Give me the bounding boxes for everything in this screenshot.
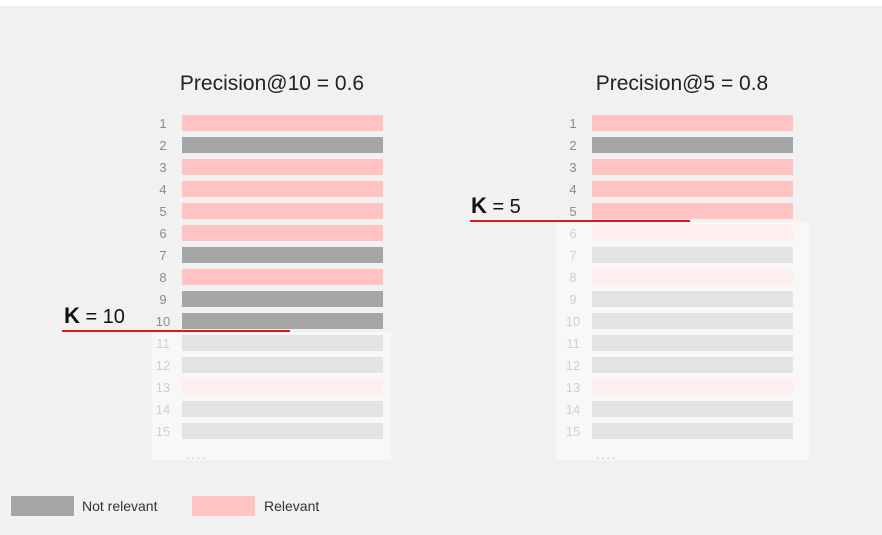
- result-bar-8: [182, 269, 383, 285]
- rank-number-12: 12: [566, 358, 580, 373]
- k-cutoff-label: K = 10: [64, 303, 125, 328]
- rank-number-7: 7: [569, 248, 576, 263]
- panel-title: Precision@5 = 0.8: [596, 72, 769, 95]
- rank-number-4: 4: [159, 182, 166, 197]
- rank-number-2: 2: [569, 138, 576, 153]
- more-results-ellipsis: ....: [186, 448, 207, 462]
- result-bar-3: [592, 159, 793, 175]
- rank-number-6: 6: [569, 226, 576, 241]
- legend-swatch-not-relevant: [11, 496, 74, 516]
- result-bar-1: [592, 115, 793, 131]
- result-bar-13: [592, 379, 793, 395]
- result-bar-4: [182, 181, 383, 197]
- rank-number-4: 4: [569, 182, 576, 197]
- rank-number-6: 6: [159, 226, 166, 241]
- rank-number-8: 8: [159, 270, 166, 285]
- rank-number-10: 10: [566, 314, 580, 329]
- rank-number-3: 3: [159, 160, 166, 175]
- ranking-panel-1: Precision@10 = 0.6123456789101112131415.…: [62, 72, 391, 462]
- k-value: = 10: [80, 306, 125, 328]
- result-bar-9: [182, 291, 383, 307]
- result-bar-4: [592, 181, 793, 197]
- result-bar-10: [182, 313, 383, 329]
- result-bar-1: [182, 115, 383, 131]
- result-bar-15: [182, 423, 383, 439]
- rank-number-2: 2: [159, 138, 166, 153]
- result-bar-7: [592, 247, 793, 263]
- result-bar-14: [592, 401, 793, 417]
- rank-number-11: 11: [566, 336, 580, 351]
- rank-number-1: 1: [569, 116, 576, 131]
- rank-number-13: 13: [566, 380, 580, 395]
- result-bar-13: [182, 379, 383, 395]
- rank-number-9: 9: [159, 292, 166, 307]
- legend-label-not-relevant: Not relevant: [82, 498, 158, 514]
- result-bar-12: [592, 357, 793, 373]
- panels-layer: Precision@10 = 0.6123456789101112131415.…: [62, 72, 809, 462]
- ranking-panel-2: Precision@5 = 0.8123456789101112131415..…: [470, 72, 809, 462]
- result-bar-11: [592, 335, 793, 351]
- rank-number-5: 5: [569, 204, 576, 219]
- result-bar-14: [182, 401, 383, 417]
- k-cutoff-label: K = 5: [471, 193, 521, 218]
- rank-number-15: 15: [566, 424, 580, 439]
- result-bar-5: [182, 203, 383, 219]
- below-cutoff-card: [152, 332, 391, 460]
- rank-number-5: 5: [159, 204, 166, 219]
- legend: Not relevant Relevant: [11, 496, 319, 516]
- rank-number-11: 11: [156, 336, 170, 351]
- result-bar-9: [592, 291, 793, 307]
- result-bar-12: [182, 357, 383, 373]
- result-bar-7: [182, 247, 383, 263]
- panel-title: Precision@10 = 0.6: [180, 72, 364, 95]
- rank-number-8: 8: [569, 270, 576, 285]
- rank-number-14: 14: [566, 402, 580, 417]
- rank-number-1: 1: [159, 116, 166, 131]
- k-value: = 5: [487, 196, 521, 218]
- result-bar-2: [592, 137, 793, 153]
- result-bar-6: [592, 225, 793, 241]
- rank-number-7: 7: [159, 248, 166, 263]
- k-letter: K: [471, 193, 487, 218]
- result-bar-10: [592, 313, 793, 329]
- result-bar-5: [592, 203, 793, 219]
- rank-number-13: 13: [156, 380, 170, 395]
- rank-number-12: 12: [156, 358, 170, 373]
- rank-number-15: 15: [156, 424, 170, 439]
- rank-number-9: 9: [569, 292, 576, 307]
- k-letter: K: [64, 303, 80, 328]
- result-bar-11: [182, 335, 383, 351]
- rank-number-14: 14: [156, 402, 170, 417]
- legend-label-relevant: Relevant: [264, 498, 319, 514]
- result-bar-6: [182, 225, 383, 241]
- more-results-ellipsis: ....: [596, 448, 617, 462]
- legend-swatch-relevant: [192, 496, 255, 516]
- rank-number-10: 10: [156, 314, 170, 329]
- result-bar-15: [592, 423, 793, 439]
- result-bar-3: [182, 159, 383, 175]
- rank-number-3: 3: [569, 160, 576, 175]
- result-bar-8: [592, 269, 793, 285]
- result-bar-2: [182, 137, 383, 153]
